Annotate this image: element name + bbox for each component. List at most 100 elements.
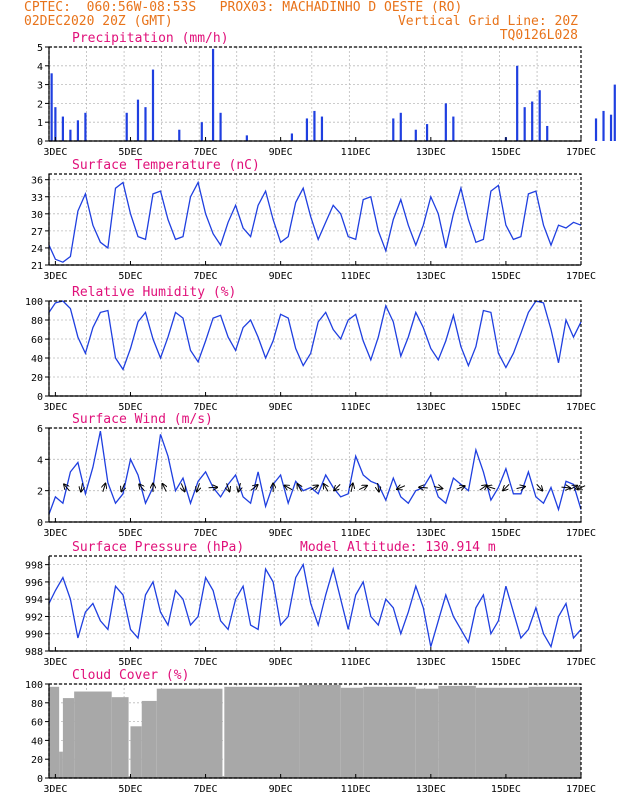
panel-precip: Precipitation (mm/h) 0 1 2 3 4 5 3DEC 5DEC 7DEC 9D… [37, 31, 616, 158]
precip-bar [444, 103, 447, 141]
y-tick-label: 30 [31, 210, 43, 221]
y-tick-label: 20 [31, 755, 43, 766]
wind-arrow [121, 483, 124, 491]
series-line-wind [48, 430, 582, 515]
x-tick-label: 13DEC [416, 528, 446, 539]
y-tick-label: 80 [31, 699, 43, 710]
header-datetime: 02DEC2020 20Z (GMT) [24, 14, 173, 29]
x-tick-label: 17DEC [566, 147, 596, 158]
x-tick-label: 9DEC [269, 271, 293, 282]
wind-arrow [334, 483, 341, 490]
y-tick-label: 80 [31, 316, 43, 327]
cloud-bar [475, 687, 529, 778]
cloud-bar [299, 684, 341, 778]
y-tick-label: 2 [37, 99, 43, 110]
series-line-pres [48, 562, 582, 649]
precip-bar [516, 65, 519, 141]
panel-pres: Surface Pressure (hPa) Model Altitude: 13… [25, 540, 596, 668]
wind-arrow [419, 487, 428, 488]
wind-arrow [456, 486, 465, 489]
y-tick-label: 36 [31, 176, 43, 187]
panel-temp: Surface Temperature (nC) 21 24 27 30 33 36 3DEC… [31, 158, 596, 282]
x-tick-label: 13DEC [416, 147, 446, 158]
wind-arrow [536, 483, 543, 491]
x-tick-label: 7DEC [194, 528, 218, 539]
wind-arrow [64, 484, 70, 492]
wind-arrow [238, 483, 240, 492]
panel-title-rh: Relative Humidity (%) [72, 285, 236, 300]
y-tick-label: 992 [25, 612, 43, 623]
precip-bar [452, 116, 455, 141]
y-tick-label: 990 [25, 630, 43, 641]
x-tick-label: 5DEC [118, 657, 142, 668]
wind-arrow [516, 486, 526, 488]
y-tick-label: 994 [25, 595, 43, 606]
x-tick-label: 5DEC [118, 528, 142, 539]
precip-bar [54, 107, 57, 141]
x-tick-label: 11DEC [341, 784, 371, 795]
x-tick-label: 11DEC [341, 147, 371, 158]
x-tick-label: 9DEC [269, 784, 293, 795]
precip-bar [211, 48, 215, 141]
precip-bar [531, 101, 534, 141]
x-tick-label: 9DEC [269, 402, 293, 413]
wind-arrow [561, 487, 571, 488]
x-tick-label: 13DEC [416, 657, 446, 668]
wind-arrow [487, 486, 496, 489]
wind-arrow [397, 486, 406, 490]
x-tick-label: 17DEC [566, 784, 596, 795]
precip-bar [546, 125, 549, 141]
cloud-bar [59, 751, 63, 778]
y-tick-label: 0 [37, 774, 43, 785]
x-tick-label: 15DEC [491, 271, 521, 282]
cloud-bar [74, 691, 112, 778]
x-tick-label: 11DEC [341, 657, 371, 668]
panel-rh: Relative Humidity (%) 0 20 40 60 80 100 3DEC 5DE… [25, 285, 596, 413]
cloud-bar [62, 698, 75, 778]
precip-bar [414, 129, 417, 141]
x-tick-label: 7DEC [194, 271, 218, 282]
precip-bar [594, 118, 598, 141]
y-tick-label: 20 [31, 373, 43, 384]
precip-bar [61, 116, 64, 141]
wind-arrow [81, 483, 83, 492]
y-tick-label: 0 [37, 518, 43, 529]
y-tick-label: 3 [37, 81, 43, 92]
cloud-bar [438, 685, 476, 778]
x-tick-label: 15DEC [491, 784, 521, 795]
precip-bar [144, 107, 147, 141]
cloud-bar [49, 686, 60, 778]
y-tick-label: 4 [37, 455, 43, 466]
panel-title-pres: Surface Pressure (hPa) [72, 540, 244, 555]
cloud-bar [141, 700, 157, 778]
y-tick-label: 0 [37, 137, 43, 148]
x-tick-label: 15DEC [491, 528, 521, 539]
cloud-bar [528, 686, 581, 778]
precip-bar [200, 122, 203, 141]
precip-bar [538, 90, 541, 141]
precip-bar [151, 69, 155, 141]
y-tick-label: 5 [37, 43, 43, 54]
precip-bar [136, 99, 140, 141]
precip-bar [125, 112, 128, 141]
precip-bar [76, 120, 80, 141]
precip-bar [178, 129, 181, 141]
x-tick-label: 13DEC [416, 402, 446, 413]
x-tick-label: 5DEC [118, 402, 142, 413]
x-tick-label: 3DEC [43, 402, 67, 413]
x-tick-label: 11DEC [341, 271, 371, 282]
wind-arrow [378, 483, 379, 492]
y-tick-label: 60 [31, 335, 43, 346]
precip-bar [523, 107, 526, 141]
wind-arrow [197, 483, 200, 492]
wind-arrow [139, 484, 145, 492]
series-line-rh [48, 300, 582, 371]
y-tick-label: 996 [25, 578, 43, 589]
series-line-temp [48, 180, 582, 263]
panel-frame-top-dashed [48, 555, 582, 652]
y-tick-label: 21 [31, 261, 43, 272]
x-tick-label: 3DEC [43, 147, 67, 158]
x-tick-label: 9DEC [269, 657, 293, 668]
y-tick-label: 2 [37, 487, 43, 498]
